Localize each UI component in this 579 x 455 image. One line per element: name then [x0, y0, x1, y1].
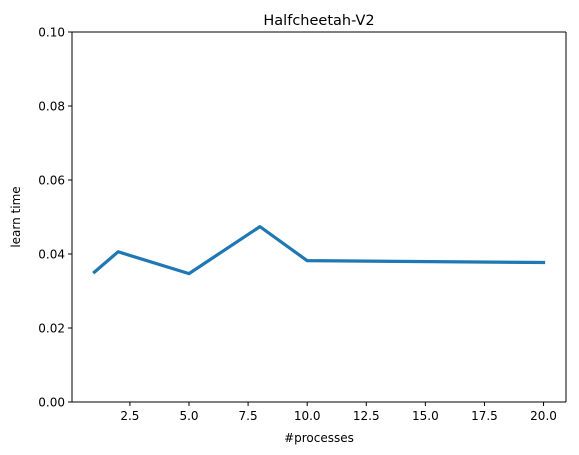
y-tick-label: 0.08 — [38, 100, 65, 114]
y-tick-label: 0.00 — [38, 396, 65, 410]
x-tick-label: 17.5 — [471, 409, 498, 423]
x-axis: 2.5 5.0 7.5 10.0 12.5 15.0 17.5 20.0 — [72, 401, 566, 423]
y-axis-label: learn time — [9, 186, 23, 247]
y-tick-label: 0.06 — [38, 174, 65, 188]
y-tick-label: 0.10 — [38, 26, 65, 40]
y-axis: 0.00 0.02 0.04 0.06 0.08 0.10 — [38, 26, 73, 410]
series-line-0 — [92, 225, 546, 276]
x-tick-label: 7.5 — [239, 409, 258, 423]
x-tick-label: 5.0 — [179, 409, 198, 423]
x-tick-label: 12.5 — [353, 409, 380, 423]
x-axis-label: #processes — [284, 431, 354, 445]
x-tick-label: 15.0 — [412, 409, 439, 423]
plot-area — [72, 31, 567, 402]
chart-title: Halfcheetah-V2 — [263, 13, 374, 29]
y-tick-label: 0.04 — [38, 248, 65, 262]
x-tick-label: 20.0 — [530, 409, 557, 423]
x-tick-label: 10.0 — [294, 409, 321, 423]
x-tick-label: 2.5 — [120, 409, 139, 423]
y-tick-label: 0.02 — [38, 322, 65, 336]
